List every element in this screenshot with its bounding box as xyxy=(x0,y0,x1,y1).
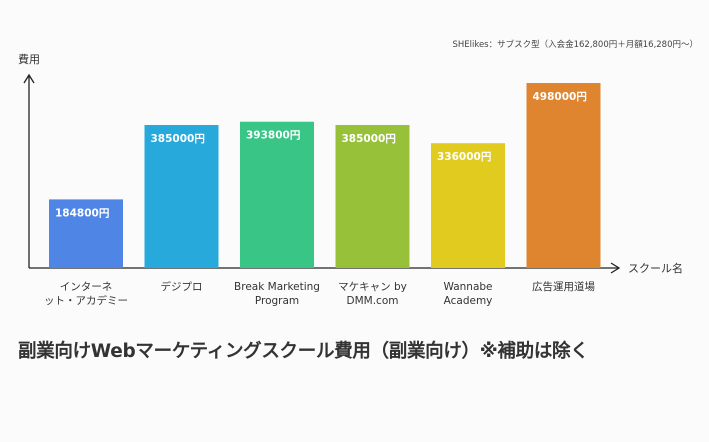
bar-chart-svg: 費用 スクール名 SHElikes：サブスク型（入会金162,800円＋月額16… xyxy=(18,39,698,307)
chart-annotation: SHElikes：サブスク型（入会金162,800円＋月額16,280円〜） xyxy=(452,39,698,50)
bar-value-label-2: 385000円 xyxy=(151,133,205,145)
bar-6 xyxy=(526,83,601,268)
bar-2 xyxy=(144,125,219,268)
x-tick-label-5-line-1: Wannabe xyxy=(443,281,492,293)
x-tick-label-4-line-2: DMM.com xyxy=(347,295,399,307)
bar-value-label-6: 498000円 xyxy=(533,91,587,103)
x-axis-arrow xyxy=(610,262,621,274)
bar-5 xyxy=(431,143,505,268)
x-tick-label-2-line-1: デジプロ xyxy=(161,280,203,293)
x-tick-label-1-line-1: インターネ xyxy=(60,281,113,293)
x-tick-label-3-line-2: Program xyxy=(255,295,299,307)
x-tick-label-4-line-1: マケキャン by xyxy=(338,281,407,293)
bar-4 xyxy=(335,125,410,268)
bar-chart: 費用 スクール名 SHElikes：サブスク型（入会金162,800円＋月額16… xyxy=(18,39,698,307)
bar-value-label-1: 184800円 xyxy=(55,207,109,219)
bar-value-label-3: 393800円 xyxy=(246,130,300,142)
x-tick-label-3-line-1: Break Marketing xyxy=(234,281,320,293)
bar-3 xyxy=(240,121,314,268)
bar-1 xyxy=(49,199,123,268)
y-axis-arrow xyxy=(23,73,35,84)
y-axis-label: 費用 xyxy=(18,52,40,66)
x-tick-label-5-line-2: Academy xyxy=(444,295,493,307)
x-tick-label-6-line-1: 広告運用道場 xyxy=(532,280,595,293)
bar-value-label-5: 336000円 xyxy=(437,151,491,163)
x-tick-label-1-line-2: ット・アカデミー xyxy=(44,294,128,307)
bar-value-label-4: 385000円 xyxy=(342,133,396,145)
x-axis-label: スクール名 xyxy=(628,261,683,275)
figure-caption: 副業向けWebマーケティングスクール費用（副業向け）※補助は除く xyxy=(18,341,589,362)
